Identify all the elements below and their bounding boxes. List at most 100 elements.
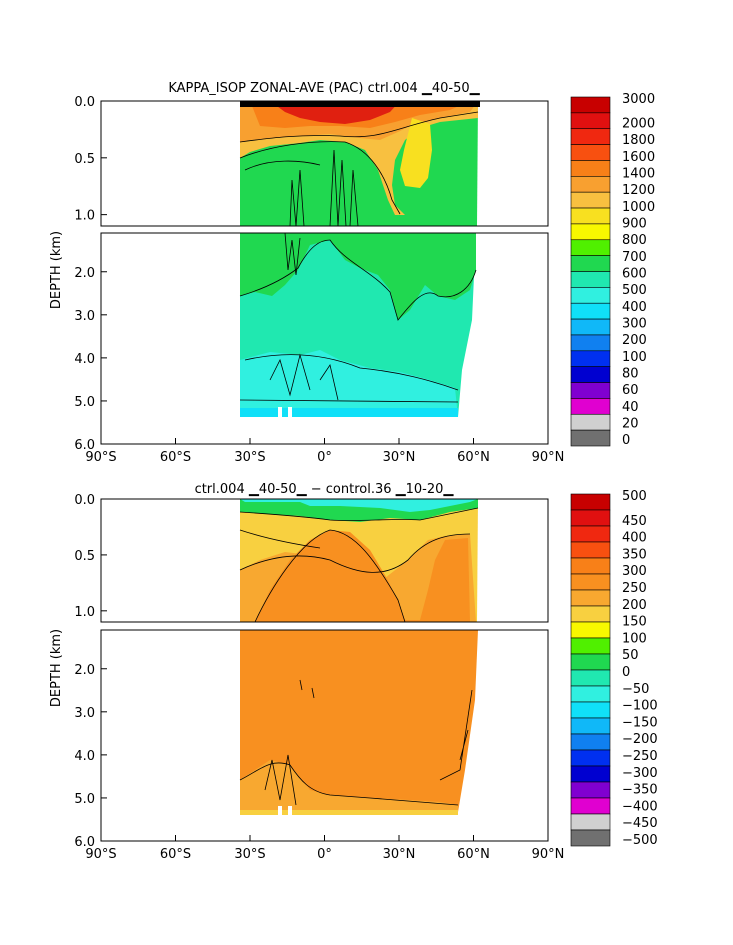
colorbar-swatch [570,191,611,209]
colorbar-swatch [570,302,611,320]
y-tick-label: 0.0 [74,493,95,508]
colorbar-swatch [570,287,611,304]
colorbar-swatch [570,112,611,130]
colorbar-swatch [570,525,611,543]
y-tick-label: 4.0 [74,749,95,764]
y-tick-label: 6.0 [74,438,95,453]
x-tick-label: 30°S [234,450,265,465]
colorbar-swatch [570,637,611,655]
y-tick-label: 0.5 [74,152,95,167]
colorbar-swatch [570,573,611,591]
colorbar-label: 300 [622,564,647,579]
colorbar-label: −150 [622,715,658,730]
colorbar-label: 200 [622,333,647,348]
colorbar-label: 2000 [622,117,655,132]
colorbar: 500450400350300250200150100500−50−100−15… [570,489,658,848]
colorbar-label: 40 [622,400,639,415]
colorbar-swatch [570,749,611,767]
colorbar-label: −200 [622,732,658,747]
colorbar-swatch [570,413,611,431]
bottom-band [240,408,458,417]
colorbar-swatch [570,144,611,161]
colorbar-label: 100 [622,631,647,646]
chart-title: KAPPA_ISOP ZONAL-AVE (PAC) ctrl.004 ▁40-… [168,81,480,96]
contour-fill-900 [400,118,432,188]
colorbar-label: 80 [622,366,639,381]
colorbar-swatch [570,366,611,383]
colorbar-label: −500 [622,833,658,848]
contour-fill-200-deep [240,760,458,812]
colorbar-label: −400 [622,799,658,814]
y-axis-label: DEPTH (km) [49,629,64,707]
contour-lines [239,507,479,622]
y-tick-label: 3.0 [74,706,95,721]
y-tick-label: 1.0 [74,209,95,224]
colorbar-label: −50 [622,682,649,697]
colorbar-label: −450 [622,816,658,831]
contour-lines [239,111,479,226]
contour-lines-deep [239,679,473,806]
colorbar-swatch [570,509,611,527]
colorbar-swatch [570,271,611,288]
y-tick-label: 5.0 [74,395,95,410]
colorbar-label: 1400 [622,167,655,182]
y-tick-label: 1.0 [74,605,95,620]
bottom-band [240,810,458,815]
colorbar-swatch [570,493,611,511]
x-tick-label: 60°S [160,450,191,465]
y-tick-label: 3.0 [74,309,95,324]
colorbar-swatch [570,382,611,399]
colorbar-label: 3000 [622,92,655,107]
colorbar-label: 900 [622,217,647,232]
colorbar-swatch [570,176,611,193]
colorbar-label: 20 [622,416,639,431]
contour-fill-250-deep [240,630,478,812]
seafloor-gap [288,407,292,417]
colorbar-swatch [570,717,611,735]
colorbar-label: 1800 [622,133,655,148]
colorbar-label: −350 [622,783,658,798]
colorbar-swatch [570,781,611,799]
y-tick-label: 0.5 [74,549,95,564]
colorbar-label: −250 [622,749,658,764]
colorbar-swatch [570,621,611,639]
colorbar-swatch [570,96,611,114]
y-tick-label: 4.0 [74,352,95,367]
colorbar-swatch [570,160,611,177]
colorbar-label: 700 [622,250,647,265]
x-tick-label: 30°N [383,450,416,465]
colorbar-swatch [570,813,611,831]
x-tick-label: 90°S [85,847,116,862]
contour-lines-deep [239,233,477,403]
colorbar-swatch [570,398,611,415]
contour-fill-600-deep [240,233,476,320]
colorbar-swatch [570,128,611,145]
colorbar-swatch [570,669,611,687]
colorbar-swatch [570,701,611,719]
chart-title: ctrl.004 ▁40-50▁ − control.36 ▁10-20▁ [195,482,455,497]
colorbar-swatch [570,541,611,559]
x-tick-label: 60°S [160,847,191,862]
colorbar-swatch [570,429,611,447]
colorbar-swatch [570,829,611,847]
colorbar-label: 350 [622,547,647,562]
chart-top: KAPPA_ISOP ZONAL-AVE (PAC) ctrl.004 ▁40-… [49,81,655,465]
colorbar-label: 400 [622,531,647,546]
colorbar-swatch [570,557,611,575]
x-tick-label: 30°S [234,847,265,862]
contour-field [239,101,480,417]
y-tick-label: 5.0 [74,792,95,807]
y-tick-label: 2.0 [74,663,95,678]
colorbar-swatch [570,318,611,336]
colorbar-swatch [570,239,611,256]
colorbar-label: 450 [622,514,647,529]
colorbar-label: 1000 [622,200,655,215]
colorbar-label: 100 [622,350,647,365]
colorbar-swatch [570,334,611,352]
seafloor-gap [278,806,282,816]
colorbar-swatch [570,685,611,703]
colorbar-swatch [570,733,611,751]
colorbar-label: −300 [622,766,658,781]
y-tick-label: 6.0 [74,835,95,850]
